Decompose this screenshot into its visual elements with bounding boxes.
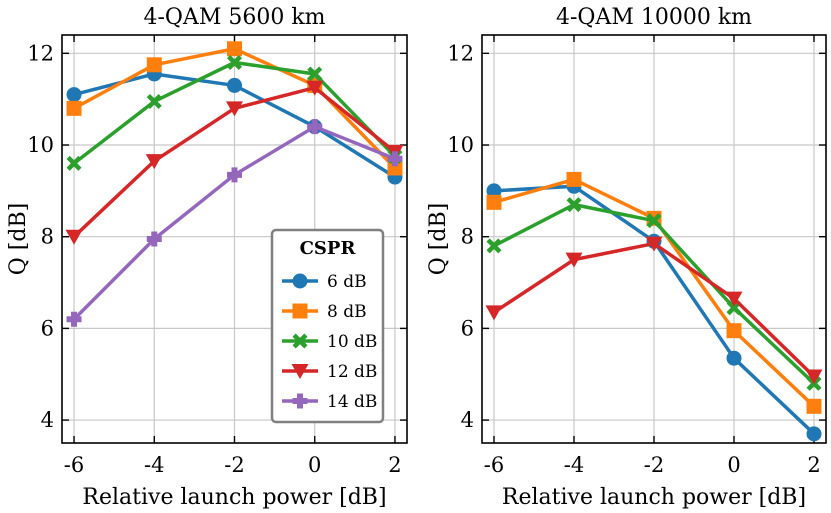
left-chart-panel: 4-QAM 5600 km Relative launch power [dB]… bbox=[6, 5, 408, 510]
left-legend: CSPR 6 dB 8 dB 10 dB 12 dB 14 dB bbox=[270, 228, 385, 424]
left-data-point bbox=[146, 231, 162, 247]
right-y-tick-label: 6 bbox=[461, 316, 474, 340]
left-data-point bbox=[387, 160, 403, 176]
right-series-12-db bbox=[485, 236, 823, 385]
right-data-point bbox=[565, 252, 583, 268]
right-x-tick-label: -2 bbox=[644, 453, 664, 477]
left-data-point bbox=[66, 87, 82, 103]
right-data-point bbox=[485, 305, 503, 321]
left-data-point bbox=[387, 151, 403, 167]
left-series-14-db bbox=[66, 119, 403, 327]
right-chart-title: 4-QAM 10000 km bbox=[556, 5, 752, 30]
left-data-point bbox=[66, 100, 82, 116]
left-x-tick-label: 0 bbox=[308, 453, 321, 477]
left-y-tick-label: 10 bbox=[27, 133, 54, 157]
left-legend-marker bbox=[292, 333, 308, 349]
left-series-12-db bbox=[65, 80, 404, 245]
left-data-point bbox=[66, 311, 82, 327]
left-legend-entry: 6 dB bbox=[327, 272, 367, 292]
right-y-tick-label: 12 bbox=[447, 41, 474, 65]
left-y-tick-label: 8 bbox=[41, 225, 54, 249]
left-data-point bbox=[307, 119, 323, 135]
right-x-axis-label: Relative launch power [dB] bbox=[502, 485, 806, 510]
right-data-point bbox=[486, 183, 502, 199]
left-data-point bbox=[227, 55, 242, 71]
right-data-point bbox=[486, 238, 502, 254]
right-data-point bbox=[486, 194, 502, 210]
left-data-point bbox=[307, 66, 323, 82]
left-data-point bbox=[145, 154, 163, 170]
right-x-tick-label: 0 bbox=[727, 453, 740, 477]
left-chart-title: 4-QAM 5600 km bbox=[143, 5, 325, 30]
left-data-point bbox=[146, 93, 162, 109]
left-plot-frame bbox=[61, 34, 408, 444]
left-legend-entry: 14 dB bbox=[327, 392, 377, 412]
left-legend-marker bbox=[292, 393, 308, 409]
right-data-point bbox=[725, 291, 743, 307]
right-x-tick-label: -4 bbox=[564, 453, 584, 477]
right-data-point bbox=[805, 369, 823, 385]
right-chart-panel: 4-QAM 10000 km Relative launch power [dB… bbox=[426, 5, 827, 510]
right-data-point bbox=[806, 426, 822, 442]
right-x-tick-label: 2 bbox=[807, 453, 820, 477]
right-data-point bbox=[645, 236, 663, 252]
left-data-point bbox=[66, 155, 82, 171]
left-legend-entry: 8 dB bbox=[327, 302, 367, 322]
right-data-point bbox=[566, 197, 582, 213]
right-y-tick-label: 10 bbox=[447, 133, 474, 157]
right-data-point bbox=[726, 350, 742, 366]
right-data-point bbox=[726, 323, 742, 339]
left-data-point bbox=[227, 41, 242, 57]
left-x-axis-label: Relative launch power [dB] bbox=[82, 485, 386, 510]
left-x-tick-label: -6 bbox=[64, 453, 84, 477]
right-series-10-db bbox=[486, 197, 822, 391]
left-legend-marker bbox=[292, 273, 308, 289]
left-y-tick-label: 4 bbox=[41, 408, 54, 432]
right-data-point bbox=[806, 398, 822, 414]
right-y-tick-label: 4 bbox=[461, 408, 474, 432]
left-x-tick-label: -4 bbox=[144, 453, 164, 477]
right-y-axis-label: Q [dB] bbox=[426, 203, 451, 275]
right-plot-frame bbox=[481, 34, 827, 444]
left-legend-marker bbox=[292, 303, 308, 319]
left-data-point bbox=[146, 57, 162, 73]
right-data-point bbox=[646, 213, 662, 229]
left-x-tick-label: -2 bbox=[224, 453, 244, 477]
left-y-axis-label: Q [dB] bbox=[6, 203, 31, 275]
left-data-point bbox=[226, 101, 243, 117]
left-data-point bbox=[227, 167, 242, 183]
left-y-tick-label: 6 bbox=[41, 316, 54, 340]
left-x-tick-label: 2 bbox=[388, 453, 401, 477]
left-data-point bbox=[227, 77, 242, 93]
left-legend-title: CSPR bbox=[300, 238, 357, 259]
left-data-point bbox=[306, 80, 324, 96]
left-legend-entry: 10 dB bbox=[327, 332, 377, 352]
left-y-tick-label: 12 bbox=[27, 41, 54, 65]
left-legend-marker bbox=[291, 364, 309, 379]
left-data-point bbox=[65, 229, 83, 245]
right-x-tick-label: -6 bbox=[484, 453, 504, 477]
right-data-point bbox=[566, 171, 582, 187]
left-legend-entry: 12 dB bbox=[327, 362, 377, 382]
right-y-tick-label: 8 bbox=[461, 225, 474, 249]
